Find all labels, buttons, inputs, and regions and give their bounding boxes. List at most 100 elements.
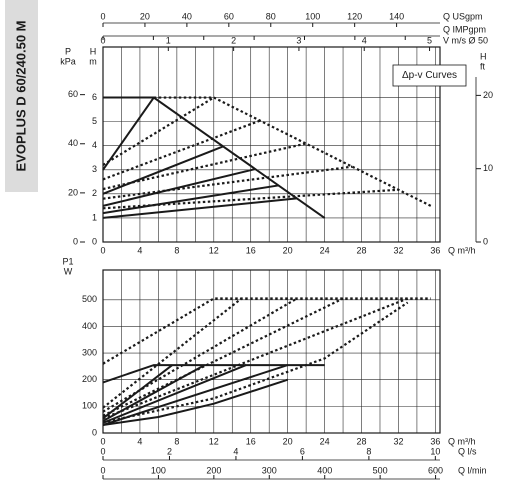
right-tick-label: 10 xyxy=(483,163,493,173)
axis-tick-label: 40 xyxy=(182,11,192,21)
plot-frame xyxy=(102,269,441,434)
side-label: EVOPLUS D 60/240.50 M xyxy=(13,20,28,171)
y-tick-label: 0 xyxy=(92,236,97,246)
solid-curve xyxy=(102,364,247,424)
x-tick-label: 12 xyxy=(209,436,219,446)
x-tick-label: 32 xyxy=(393,436,403,446)
x-tick-label: 16 xyxy=(246,245,256,255)
dotted-curve xyxy=(102,297,298,413)
axis-tick-label: 10 xyxy=(430,446,440,456)
axis-label: V m/s Ø 50 xyxy=(443,35,488,45)
dotted-curve xyxy=(102,297,409,420)
dotted-curve xyxy=(102,165,353,200)
axis-tick-label: 120 xyxy=(347,11,362,21)
solid-curve xyxy=(102,197,297,219)
axis-tick-label: 60 xyxy=(224,11,234,21)
x-tick-label: 28 xyxy=(357,245,367,255)
x-tick-label: 8 xyxy=(174,245,179,255)
left-tick-label: 60 xyxy=(68,89,78,99)
axis-tick-label: 5 xyxy=(427,35,432,45)
y-tick-label: 500 xyxy=(82,294,97,304)
solid-curve xyxy=(102,364,173,420)
axis-tick-label: 140 xyxy=(389,11,404,21)
annotation: Δp-v Curves xyxy=(402,70,457,81)
dotted-curve xyxy=(102,297,243,409)
x-tick-label: 4 xyxy=(137,436,142,446)
x-tick-label: 24 xyxy=(320,245,330,255)
axis-tick-label: 3 xyxy=(296,35,301,45)
x-tick-label: 20 xyxy=(283,245,293,255)
right-axis-unit: ft xyxy=(480,61,486,71)
x-axis-label: Q m³/h xyxy=(448,245,476,255)
solid-curve xyxy=(102,96,155,171)
axis-tick-label: 20 xyxy=(140,11,150,21)
y-tick-label: 5 xyxy=(92,116,97,126)
x-tick-label: 8 xyxy=(174,436,179,446)
x-tick-label: 20 xyxy=(283,436,293,446)
y-tick-label: 1 xyxy=(92,212,97,222)
axis-tick-label: 2 xyxy=(167,446,172,456)
y-axis-label: H xyxy=(90,46,97,56)
x-tick-label: 12 xyxy=(209,245,219,255)
right-tick-label: 0 xyxy=(483,236,488,246)
axis-label: Q IMPgpm xyxy=(443,24,486,34)
y-tick-label: 200 xyxy=(82,374,97,384)
x-tick-label: 4 xyxy=(137,245,142,255)
x-tick-label: 0 xyxy=(100,436,105,446)
x-tick-label: 28 xyxy=(357,436,367,446)
dotted-curve xyxy=(153,96,432,207)
solid-curve xyxy=(102,145,224,195)
dotted-curve xyxy=(102,297,344,417)
axis-tick-label: 2 xyxy=(231,35,236,45)
solid-curve xyxy=(102,364,325,384)
axis-tick-label: 80 xyxy=(266,11,276,21)
y-axis-unit: m xyxy=(89,56,97,66)
axis-tick-label: 200 xyxy=(206,465,221,475)
axis-tick-label: 8 xyxy=(366,446,371,456)
x-tick-label: 16 xyxy=(246,436,256,446)
axis-label: Q USgpm xyxy=(443,11,483,21)
y-tick-label: 0 xyxy=(92,427,97,437)
annotation-box xyxy=(392,64,467,87)
left-tick-label: 20 xyxy=(68,187,78,197)
y-axis-label: P1 xyxy=(62,256,73,266)
y-tick-label: 6 xyxy=(92,92,97,102)
x-tick-label: 32 xyxy=(393,245,403,255)
right-tick-label: 20 xyxy=(483,90,493,100)
axis-tick-label: 4 xyxy=(362,35,367,45)
side-band xyxy=(5,0,38,192)
axis-tick-label: 1 xyxy=(166,35,171,45)
x-tick-label: 36 xyxy=(430,436,440,446)
axis-tick-label: 0 xyxy=(100,465,105,475)
x-tick-label: 36 xyxy=(430,245,440,255)
dotted-curve xyxy=(102,96,215,166)
solid-curve xyxy=(102,364,206,422)
y-tick-label: 300 xyxy=(82,347,97,357)
y-axis-unit: W xyxy=(64,266,73,276)
y-tick-label: 100 xyxy=(82,401,97,411)
solid-curve xyxy=(102,184,279,215)
axis-tick-label: 6 xyxy=(300,446,305,456)
solid-curve xyxy=(102,378,288,426)
axis-label: Q l/s xyxy=(458,446,477,456)
y-tick-label: 4 xyxy=(92,140,97,150)
x-tick-label: 0 xyxy=(100,245,105,255)
y-tick-label: 3 xyxy=(92,164,97,174)
axis-label: Q l/min xyxy=(458,465,487,475)
left-axis-unit: kPa xyxy=(60,56,76,66)
left-tick-label: 0 xyxy=(73,236,78,246)
axis-tick-label: 0 xyxy=(100,11,105,21)
axis-tick-label: 100 xyxy=(305,11,320,21)
axis-tick-label: 500 xyxy=(373,465,388,475)
y-tick-label: 400 xyxy=(82,321,97,331)
axis-tick-label: 0 xyxy=(100,446,105,456)
axis-tick-label: 300 xyxy=(262,465,277,475)
right-axis-label: H xyxy=(480,51,487,61)
axis-tick-label: 0 xyxy=(100,35,105,45)
axis-tick-label: 600 xyxy=(428,465,443,475)
x-axis-label: Q m³/h xyxy=(448,436,476,446)
dotted-curve xyxy=(102,301,409,424)
axis-tick-label: 100 xyxy=(151,465,166,475)
dotted-curve xyxy=(102,188,399,210)
